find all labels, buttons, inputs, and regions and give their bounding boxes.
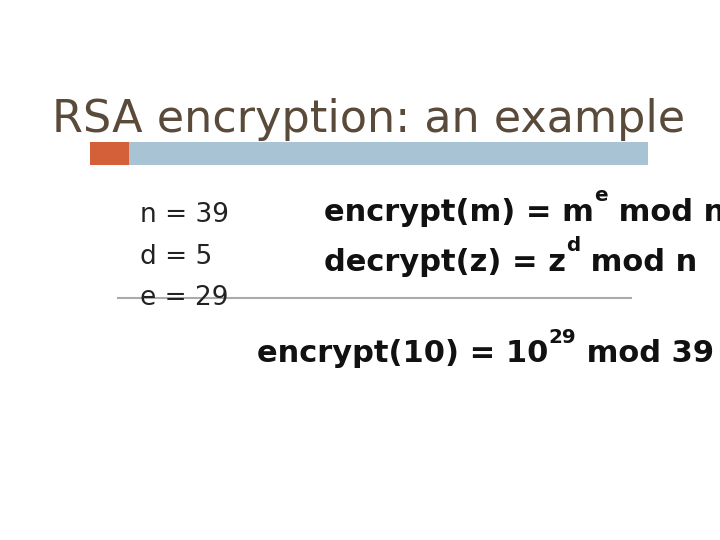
- Bar: [90, 141, 129, 165]
- Text: mod n: mod n: [580, 248, 698, 277]
- Text: decrypt(z) = z: decrypt(z) = z: [324, 248, 567, 277]
- Text: d = 5: d = 5: [140, 244, 212, 269]
- Bar: [129, 141, 648, 165]
- Text: 29: 29: [549, 328, 577, 347]
- Text: encrypt(m) = m: encrypt(m) = m: [324, 198, 594, 227]
- Text: encrypt(10) = 10: encrypt(10) = 10: [258, 339, 549, 368]
- Text: mod n: mod n: [608, 198, 720, 227]
- Text: RSA encryption: an example: RSA encryption: an example: [53, 98, 685, 141]
- Text: e: e: [594, 186, 608, 205]
- Text: e = 29: e = 29: [140, 285, 229, 311]
- Text: n = 39: n = 39: [140, 202, 229, 228]
- Text: d: d: [567, 236, 580, 255]
- Text: mod 39 = 4: mod 39 = 4: [577, 339, 720, 368]
